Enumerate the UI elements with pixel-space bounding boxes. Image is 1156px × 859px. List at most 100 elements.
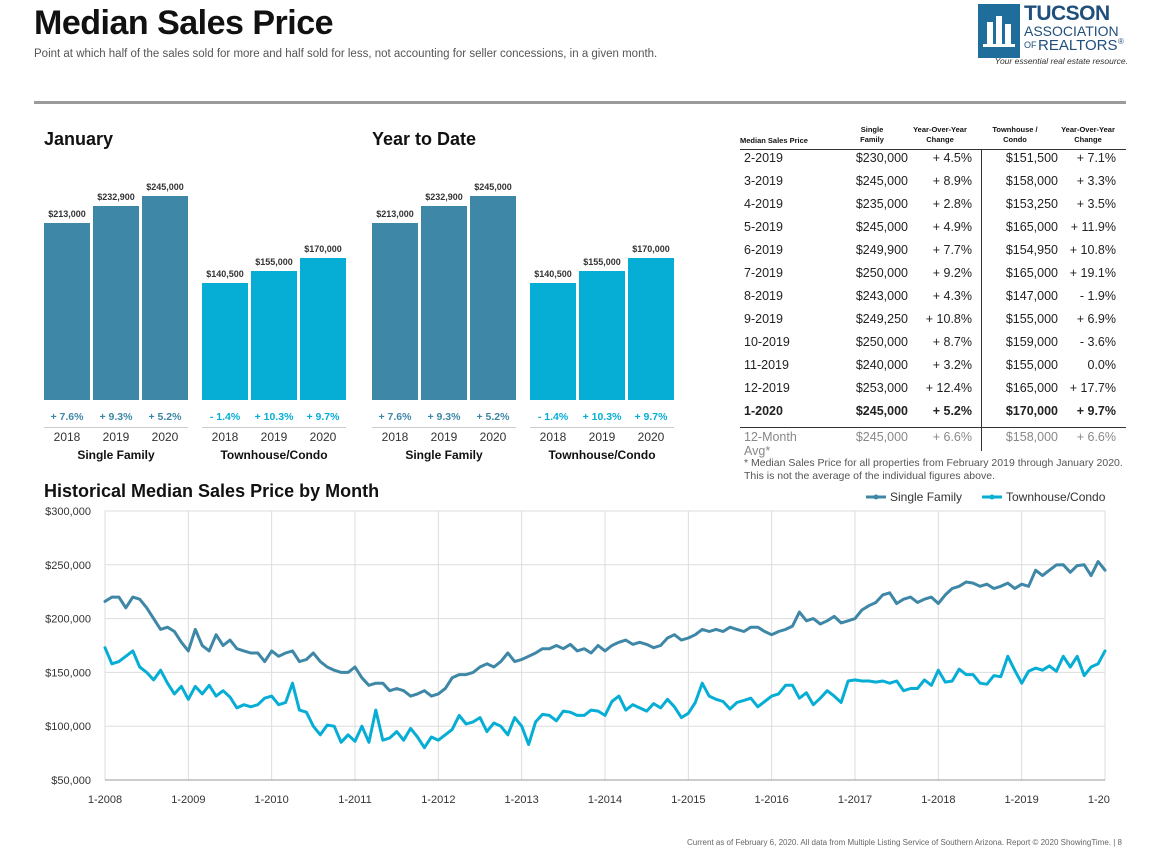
- page-title: Median Sales Price: [34, 4, 334, 42]
- table-cell: $249,900: [855, 243, 908, 257]
- line-legend: Single Family Townhouse/Condo: [860, 490, 1120, 506]
- table-cell: + 3.2%: [932, 358, 972, 372]
- building-icon: [978, 4, 1020, 58]
- bar-0-0: [372, 222, 418, 400]
- year-label: 2020: [637, 430, 665, 444]
- bar-value-label: $140,500: [534, 268, 572, 279]
- table-cell: $158,000: [1005, 174, 1058, 188]
- year-label: 2019: [430, 430, 458, 444]
- table-cell: $250,000: [855, 335, 908, 349]
- table-header-sf-yoy: Year-Over-Year Change: [913, 125, 967, 144]
- x-tick-label: 1-2010: [255, 794, 289, 806]
- group-label: Townhouse/Condo: [548, 448, 656, 462]
- table-cell: $154,950: [1005, 243, 1058, 257]
- legend-label-townhouse: Townhouse/Condo: [1006, 490, 1106, 504]
- table-cell: $151,500: [1005, 151, 1058, 165]
- bar-1-1: [579, 270, 625, 400]
- table-cell: $240,000: [855, 358, 908, 372]
- change-label: + 10.3%: [582, 411, 622, 423]
- x-tick-label: 1-2019: [1005, 794, 1039, 806]
- page-subtitle: Point at which half of the sales sold fo…: [34, 48, 658, 60]
- year-label: 2018: [381, 430, 409, 444]
- table-cell: + 10.8%: [925, 312, 972, 326]
- bar-value-label: $245,000: [474, 181, 512, 192]
- table-cell: $165,000: [1005, 381, 1058, 395]
- bar-0-2: [142, 195, 188, 400]
- bar-1-2: [300, 258, 346, 400]
- x-tick-label: 1-2009: [171, 794, 205, 806]
- table-cell: + 7.7%: [932, 243, 972, 257]
- table-cell: 3-2019: [744, 174, 783, 188]
- year-label: 2018: [539, 430, 567, 444]
- logo-emblem: [978, 4, 1020, 58]
- x-tick-label: 1-2015: [671, 794, 705, 806]
- table-cell: 11-2019: [744, 358, 789, 372]
- change-label: - 1.4%: [209, 411, 241, 423]
- table-cell: $245,000: [855, 174, 908, 188]
- page-footer: Current as of February 6, 2020. All data…: [686, 838, 1122, 847]
- y-tick-label: $200,000: [45, 614, 91, 626]
- change-label: + 5.2%: [148, 411, 182, 423]
- january-panel-title: January: [44, 129, 114, 149]
- table-cell: - 3.6%: [1079, 335, 1116, 349]
- table-cell: - 1.9%: [1079, 289, 1116, 303]
- table-cell: 10-2019: [744, 335, 790, 349]
- y-tick-label: $150,000: [45, 667, 91, 679]
- table-cell: 12-2019: [744, 381, 790, 395]
- table-cell: + 19.1%: [1069, 266, 1116, 280]
- x-tick-label: 1-2011: [338, 794, 371, 806]
- legend-swatch-townhouse: [982, 494, 1002, 500]
- bar-value-label: $213,000: [48, 208, 86, 219]
- table-cell: 5-2019: [744, 220, 783, 234]
- table-cell: $235,000: [855, 197, 908, 211]
- group-baseline: [372, 427, 516, 428]
- table-row: 11-2019 $240,000 + 3.2% $155,000 0.0%: [740, 356, 1126, 379]
- table-header-single-family: Single Family: [860, 125, 884, 144]
- table-row: 2-2019 $230,000 + 4.5% $151,500 + 7.1%: [740, 149, 1126, 172]
- bar-value-label: $232,900: [97, 191, 135, 202]
- bar-0-1: [421, 205, 467, 400]
- table-cell: $153,250: [1005, 197, 1058, 211]
- table-header-period: Median Sales Price: [740, 136, 808, 145]
- table-cell: + 2.8%: [932, 197, 972, 211]
- table-header-townhouse: Townhouse / Condo: [992, 125, 1038, 144]
- bar-value-label: $232,900: [425, 191, 463, 202]
- table-cell: + 10.8%: [1069, 243, 1116, 257]
- logo-line3: REALTORS: [1038, 37, 1118, 54]
- table-cell: + 6.6%: [932, 430, 972, 444]
- change-label: + 10.3%: [254, 411, 294, 423]
- ytd-bar-chart: $213,000 + 7.6% 2018 $232,900 + 9.3% 2019 $245…: [372, 150, 682, 465]
- table-row: 10-2019 $250,000 + 8.7% $159,000 - 3.6%: [740, 333, 1126, 356]
- group-label: Single Family: [77, 448, 155, 462]
- table-cell: 1-2020: [744, 404, 783, 418]
- bar-1-0: [530, 282, 576, 400]
- year-label: 2018: [211, 430, 239, 444]
- legend-swatch-single-family: [866, 494, 886, 500]
- year-label: 2019: [102, 430, 130, 444]
- change-label: + 9.3%: [427, 411, 461, 423]
- change-label: + 9.7%: [634, 411, 668, 423]
- table-cell: 6-2019: [744, 243, 783, 257]
- table-cell: $245,000: [855, 220, 908, 234]
- x-tick-label: 1-2014: [588, 794, 622, 806]
- table-cell: $245,000: [855, 430, 908, 444]
- year-label: 2020: [479, 430, 507, 444]
- group-label: Townhouse/Condo: [220, 448, 328, 462]
- bar-value-label: $170,000: [632, 244, 670, 255]
- table-cell: + 4.3%: [932, 289, 972, 303]
- legend-label-single-family: Single Family: [890, 490, 963, 504]
- january-bar-chart: $213,000 + 7.6% 2018 $232,900 + 9.3% 2019 $245…: [44, 150, 354, 465]
- x-tick-label: 1-2016: [755, 794, 789, 806]
- change-label: - 1.4%: [537, 411, 569, 423]
- year-label: 2018: [53, 430, 81, 444]
- table-column-divider: [981, 149, 982, 451]
- bar-value-label: $245,000: [146, 181, 184, 192]
- change-label: + 7.6%: [378, 411, 412, 423]
- historical-line-chart: 1-2008 1-2009 1-2010 1-2011 1-2012 1-2013 1-20…: [45, 506, 1110, 806]
- table-cell: + 3.3%: [1076, 174, 1116, 188]
- bar-value-label: $140,500: [206, 268, 244, 279]
- table-row: 6-2019 $249,900 + 7.7% $154,950 + 10.8%: [740, 241, 1126, 264]
- bar-1-2: [628, 258, 674, 400]
- logo-line1: TUCSON: [1024, 2, 1110, 25]
- group-baseline: [202, 427, 346, 428]
